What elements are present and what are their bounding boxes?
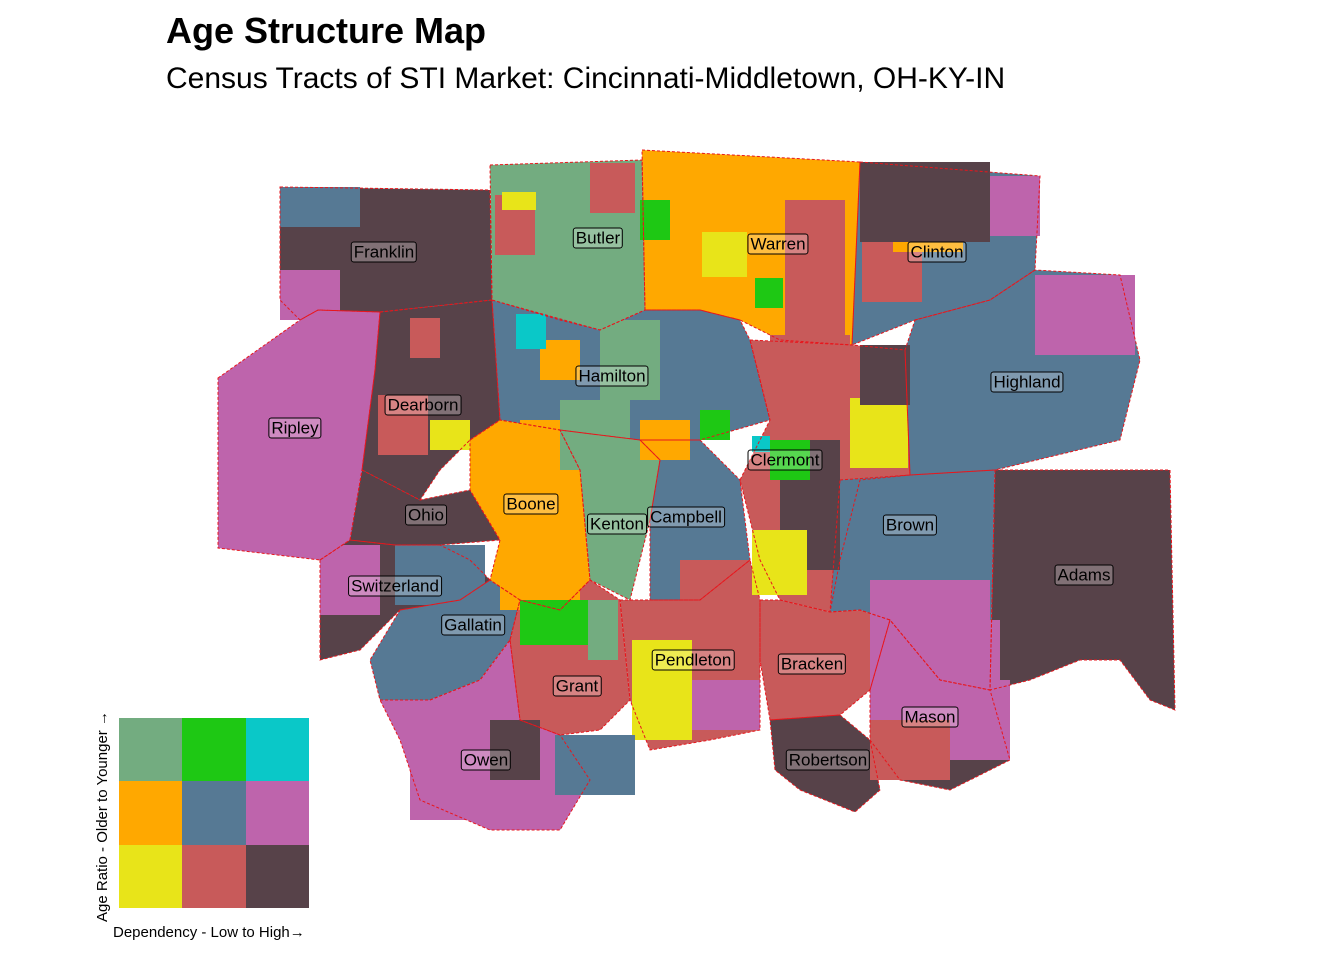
county-label-grant: Grant — [552, 675, 602, 697]
tract-patch — [588, 600, 618, 660]
tract-patch — [280, 270, 340, 320]
county-label-ripley: Ripley — [268, 417, 322, 439]
tract-patch — [632, 640, 692, 740]
tract-patch — [378, 395, 428, 455]
tract-patch — [860, 162, 990, 242]
county-label-campbell: Campbell — [647, 506, 725, 528]
tract-patch — [700, 410, 730, 440]
tract-patch — [218, 400, 318, 540]
county-label-pendleton: Pendleton — [651, 649, 735, 671]
county-label-mason: Mason — [901, 706, 959, 728]
legend-y-label: Age Ratio - Older to Younger → — [94, 711, 111, 922]
bivariate-legend — [119, 718, 309, 908]
tract-patch — [320, 545, 380, 615]
county-adams-border — [989, 469, 1176, 711]
tract-patch — [560, 400, 630, 470]
county-label-switzerland: Switzerland — [348, 575, 442, 597]
county-boone-border — [469, 419, 591, 611]
county-clinton-border — [851, 161, 1041, 346]
county-bracken-border — [759, 599, 891, 721]
county-label-ohio: Ohio — [405, 504, 447, 526]
tract-patch — [980, 620, 1000, 680]
legend-cell-r2-c2 — [245, 844, 309, 908]
county-label-boone: Boone — [503, 493, 559, 515]
tract-patch — [870, 580, 990, 690]
county-bracken-shape — [760, 600, 890, 720]
county-label-brown: Brown — [882, 514, 938, 536]
tract-patch — [860, 345, 910, 405]
county-label-clermont: Clermont — [747, 449, 823, 471]
county-clermont-border — [739, 339, 911, 613]
map-subtitle: Census Tracts of STI Market: Cincinnati-… — [166, 62, 1006, 95]
tract-patch — [640, 200, 670, 240]
county-robertson-border — [769, 714, 881, 813]
county-label-kenton: Kenton — [587, 513, 647, 535]
legend-cell-r2-c1 — [182, 844, 246, 908]
county-label-franklin: Franklin — [350, 241, 418, 263]
legend-cell-r1-c2 — [245, 781, 309, 845]
county-kenton-shape — [560, 430, 660, 600]
county-ripley-border — [217, 309, 381, 561]
county-label-owen: Owen — [460, 749, 512, 771]
county-label-hamilton: Hamilton — [575, 365, 649, 387]
tract-patch — [600, 320, 660, 400]
legend-cell-r0-c2 — [245, 718, 309, 782]
county-label-warren: Warren — [747, 233, 809, 255]
tract-patch — [740, 185, 785, 235]
legend-cell-r0-c0 — [119, 718, 183, 782]
county-label-adams: Adams — [1054, 564, 1114, 586]
tract-patch — [848, 398, 908, 468]
county-switzerland-border — [319, 539, 491, 661]
tract-patch — [785, 200, 845, 340]
county-gallatin-shape — [370, 580, 520, 700]
tract-patch — [430, 420, 470, 450]
county-mason-border — [869, 618, 1011, 791]
county-label-butler: Butler — [572, 227, 624, 249]
county-label-bracken: Bracken — [777, 653, 847, 675]
tract-patch — [870, 720, 950, 780]
county-label-gallatin: Gallatin — [441, 614, 505, 636]
tract-patch — [590, 163, 635, 213]
county-pendleton-border — [619, 559, 761, 751]
legend-cell-r2-c0 — [119, 844, 183, 908]
tract-patch — [540, 340, 580, 380]
tract-patch — [502, 192, 536, 210]
tract-details — [218, 162, 1135, 820]
county-label-dearborn: Dearborn — [384, 394, 462, 416]
tract-patch — [555, 735, 635, 795]
tract-patch — [500, 520, 580, 610]
tract-patch — [516, 314, 546, 349]
legend-cell-r0-c1 — [182, 718, 246, 782]
tract-patch — [410, 318, 440, 358]
tract-patch — [702, 232, 747, 277]
tract-patch — [280, 187, 360, 227]
tract-patch — [690, 680, 760, 730]
county-borders — [217, 149, 1176, 831]
legend-cell-r1-c1 — [182, 781, 246, 845]
tract-patch — [985, 176, 1040, 236]
legend-x-label: Dependency - Low to High→ — [113, 924, 305, 941]
county-adams-shape — [990, 470, 1175, 710]
county-label-highland: Highland — [990, 371, 1064, 393]
county-ohio-shape — [350, 470, 500, 545]
tract-patch — [755, 278, 783, 308]
map-title: Age Structure Map — [166, 10, 487, 51]
county-owen-border — [379, 638, 591, 831]
county-label-robertson: Robertson — [785, 749, 871, 771]
county-label-clinton: Clinton — [907, 241, 967, 263]
tract-patch — [770, 440, 810, 480]
legend-cell-r1-c0 — [119, 781, 183, 845]
county-ohio-border — [349, 469, 501, 546]
tract-patch — [1035, 275, 1135, 355]
tract-patch — [752, 530, 807, 595]
